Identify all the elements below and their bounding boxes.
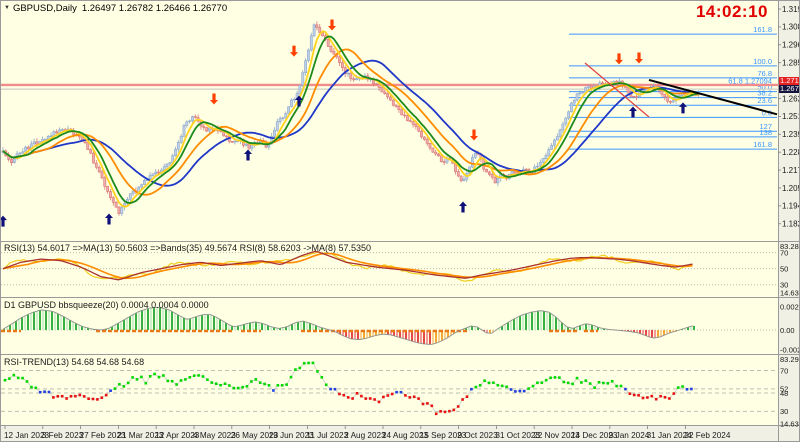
svg-text:1.23990: 1.23990: [782, 130, 800, 139]
buy-arrow-icon: [459, 201, 467, 213]
svg-text:100.0: 100.0: [753, 57, 772, 66]
svg-text:161.8: 161.8: [753, 25, 772, 34]
sell-arrow-icon: [635, 52, 643, 64]
svg-text:3 Feb 2023: 3 Feb 2023: [42, 431, 84, 440]
one-click-trading-triangle-icon[interactable]: ▼: [4, 5, 10, 11]
svg-text:48: 48: [780, 389, 788, 398]
svg-text:1.18290: 1.18290: [782, 220, 800, 229]
svg-text:1.31970: 1.31970: [782, 5, 800, 14]
symbol-period-label: GBPUSD,Daily: [12, 3, 77, 14]
svg-text:30: 30: [780, 407, 788, 416]
price-scale[interactable]: 1.319701.308301.296901.285501.274101.262…: [778, 5, 800, 429]
bid-price-box: 1.27134: [779, 77, 799, 86]
buy-arrow-icon: [105, 213, 113, 225]
sell-arrow-icon: [470, 129, 478, 141]
ohlc-values: 1.26497 1.26782 1.26466 1.26770: [81, 3, 228, 14]
buy-arrow-icon: [1, 215, 7, 227]
svg-text:83.29: 83.29: [780, 355, 799, 364]
svg-text:19 Jun 2023: 19 Jun 2023: [269, 431, 315, 440]
trendlines: [584, 62, 778, 118]
svg-text:9 Oct 2023: 9 Oct 2023: [458, 431, 499, 440]
signal-arrows: [1, 19, 687, 227]
svg-text:0.00: 0.00: [780, 326, 795, 335]
svg-text:27 Feb 2023: 27 Feb 2023: [80, 431, 126, 440]
sell-arrow-icon: [328, 19, 336, 31]
buy-arrow-icon: [629, 106, 637, 118]
rsi-indicator-label: RSI(13) 54.6017 =>MA(13) 50.5603 =>Bands…: [4, 243, 371, 253]
bbsqueeze-indicator-label: D1 GBPUSD bbsqueeze(20) 0.0004 0.0004 0.…: [4, 300, 209, 310]
svg-text:161.8: 161.8: [753, 140, 772, 149]
svg-text:76.8: 76.8: [757, 69, 772, 78]
moving-averages: [2, 30, 699, 208]
buy-arrow-icon: [679, 102, 687, 114]
svg-text:11 Jul 2023: 11 Jul 2023: [306, 431, 348, 440]
svg-text:22 Feb 2024: 22 Feb 2024: [684, 431, 730, 440]
svg-text:31 Oct 2023: 31 Oct 2023: [495, 431, 540, 440]
rsi-trend-indicator-label: RSI-TREND(13) 54.68 54.68 54.68: [4, 357, 145, 367]
sell-arrow-icon: [615, 53, 623, 65]
svg-text:0.0029: 0.0029: [780, 302, 800, 311]
svg-text:30: 30: [780, 280, 788, 289]
svg-text:-0.0027: -0.0027: [780, 346, 800, 355]
rsi-trend-dots: [3, 361, 693, 416]
rsi-lines: [2, 250, 693, 282]
svg-text:1.20570: 1.20570: [782, 184, 800, 193]
svg-text:26 May 2023: 26 May 2023: [231, 431, 279, 440]
buy-arrow-icon: [295, 95, 303, 107]
svg-text:1.29690: 1.29690: [782, 41, 800, 50]
server-clock: 14:02:10: [695, 2, 768, 21]
svg-text:127: 127: [759, 122, 772, 131]
svg-text:24 Aug 2023: 24 Aug 2023: [382, 431, 428, 440]
svg-text:70: 70: [780, 248, 788, 257]
svg-text:9 Jan 2024: 9 Jan 2024: [609, 431, 650, 440]
svg-text:70: 70: [780, 366, 788, 375]
svg-text:23.6: 23.6: [757, 96, 772, 105]
svg-text:50.0: 50.0: [757, 83, 772, 92]
svg-text:1.22850: 1.22850: [782, 148, 800, 157]
svg-text:52: 52: [780, 385, 788, 394]
sell-arrow-icon: [210, 93, 218, 105]
svg-text:21 Mar 2023: 21 Mar 2023: [117, 431, 163, 440]
svg-text:2 Aug 2023: 2 Aug 2023: [344, 431, 386, 440]
svg-text:4 May 2023: 4 May 2023: [193, 431, 236, 440]
svg-text:14.6333: 14.6333: [780, 289, 800, 298]
svg-text:22 Nov 2023: 22 Nov 2023: [533, 431, 580, 440]
svg-text:12 Apr 2023: 12 Apr 2023: [155, 431, 200, 440]
svg-text:61.8 1.27094: 61.8 1.27094: [728, 77, 772, 86]
svg-text:14.63: 14.63: [780, 420, 799, 429]
svg-text:12 Jan 2023: 12 Jan 2023: [4, 431, 50, 440]
last-price-box: 1.26770: [779, 85, 799, 94]
bbsqueeze-histogram: [1, 306, 695, 345]
svg-text:1.19430: 1.19430: [782, 202, 800, 211]
svg-text:38.2: 38.2: [757, 89, 772, 98]
svg-text:1.21710: 1.21710: [782, 166, 800, 175]
svg-text:14 Dec 2023: 14 Dec 2023: [571, 431, 618, 440]
svg-text:1.28550: 1.28550: [782, 58, 800, 67]
svg-text:138: 138: [759, 128, 772, 137]
svg-text:15 Sep 2023: 15 Sep 2023: [420, 431, 467, 440]
svg-text:0.0: 0.0: [762, 108, 772, 117]
svg-text:83.2866: 83.2866: [780, 242, 800, 251]
svg-text:50: 50: [780, 264, 788, 273]
svg-text:1.30830: 1.30830: [782, 23, 800, 32]
svg-text:31 Jan 2024: 31 Jan 2024: [647, 431, 693, 440]
svg-text:1.26270: 1.26270: [782, 94, 800, 103]
buy-arrow-icon: [244, 149, 252, 161]
chart-title: ▼ GBPUSD,Daily 1.26497 1.26782 1.26466 1.2…: [4, 3, 227, 14]
sell-arrow-icon: [290, 45, 298, 57]
svg-text:1.25130: 1.25130: [782, 112, 800, 121]
